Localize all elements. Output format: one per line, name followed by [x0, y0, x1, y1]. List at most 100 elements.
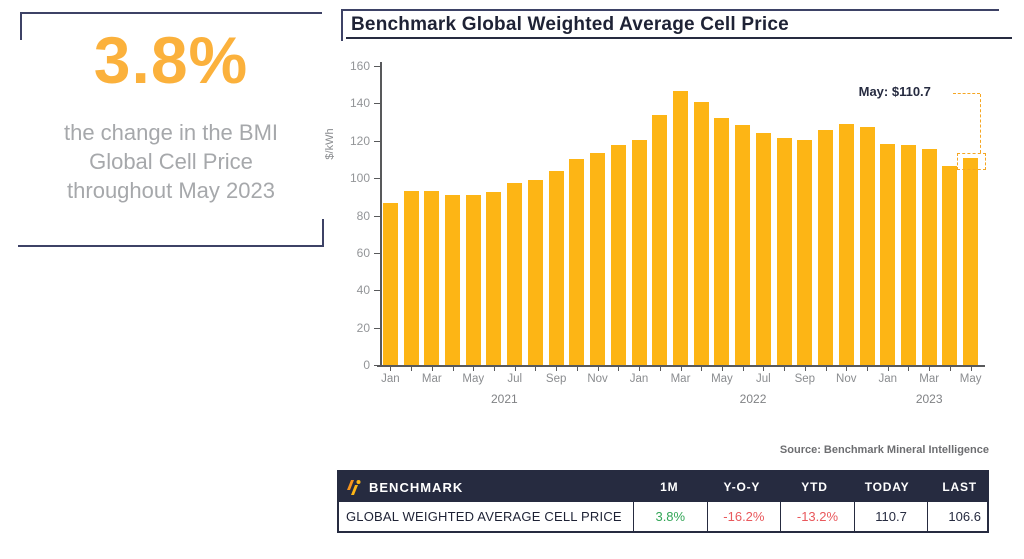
- x-tick-mark: [390, 367, 392, 371]
- bar: [963, 158, 979, 365]
- stat-description: the change in the BMI Global Cell Price …: [63, 120, 279, 204]
- y-tick-mark: [374, 290, 380, 292]
- bar: [445, 194, 461, 365]
- x-tick-mark: [846, 367, 848, 371]
- bar: [714, 118, 730, 365]
- x-tick-label: Mar: [919, 373, 940, 385]
- x-tick-mark: [411, 367, 413, 371]
- row-value: 106.6: [927, 502, 1001, 531]
- annotation-leader-horizontal: [952, 93, 981, 94]
- y-tick-label: 20: [356, 320, 370, 335]
- y-tick-label: 80: [356, 208, 370, 223]
- x-tick-mark: [908, 367, 910, 371]
- bar: [797, 139, 813, 365]
- x-tick-mark: [742, 367, 744, 371]
- bar: [631, 140, 647, 365]
- bar: [755, 133, 771, 365]
- y-axis: [380, 62, 382, 365]
- x-tick-mark: [825, 367, 827, 371]
- stat-value: 3.8%: [93, 23, 249, 97]
- row-label: GLOBAL WEIGHTED AVERAGE CELL PRICE: [346, 509, 622, 524]
- x-tick-mark: [763, 367, 765, 371]
- x-tick-mark: [887, 367, 889, 371]
- x-tick-label: Sep: [794, 373, 816, 385]
- summary-table: BENCHMARK 1M Y-O-Y YTD TODAY LAST GLOBAL WEI…: [337, 470, 989, 533]
- x-tick-label: Sep: [545, 373, 567, 385]
- x-tick-label: Jan: [878, 373, 897, 385]
- x-tick-label: Jan: [629, 373, 649, 385]
- y-tick-label: 60: [356, 245, 370, 260]
- chart-title-underline: [346, 37, 1012, 39]
- x-tick-mark: [701, 367, 703, 371]
- bar: [673, 90, 688, 365]
- bar: [859, 126, 875, 365]
- bar: [610, 145, 626, 365]
- bar: [838, 124, 854, 365]
- x-tick-mark: [493, 367, 495, 371]
- row-value: -13.2%: [780, 502, 854, 531]
- x-tick-mark: [804, 367, 806, 371]
- x-tick-label: Mar: [670, 373, 691, 385]
- y-tick-mark: [374, 140, 380, 142]
- x-tick-label: Mar: [421, 373, 442, 385]
- bar: [900, 145, 916, 365]
- x-tick-mark: [431, 367, 433, 371]
- benchmark-logo-icon: [347, 479, 361, 495]
- table-data-row: GLOBAL WEIGHTED AVERAGE CELL PRICE 3.8% -…: [339, 502, 987, 531]
- x-tick-mark: [721, 367, 723, 371]
- x-tick-label: Jul: [756, 373, 771, 385]
- x-tick-label: Jan: [381, 373, 400, 385]
- benchmark-logo: BENCHMARK: [339, 479, 633, 496]
- x-axis: [377, 365, 985, 367]
- bar: [652, 114, 668, 365]
- column-header: 1M: [660, 480, 679, 494]
- column-header: Y-O-Y: [723, 480, 761, 494]
- y-tick-label: 140: [349, 96, 370, 111]
- bar: [569, 158, 585, 365]
- x-tick-mark: [452, 367, 454, 371]
- x-tick-mark: [659, 367, 661, 371]
- row-value: 3.8%: [633, 502, 707, 531]
- chart-title: Benchmark Global Weighted Average Cell P…: [351, 14, 789, 35]
- y-tick-label: 40: [356, 283, 370, 298]
- annotation-leader-vertical: [980, 94, 982, 154]
- y-tick-mark: [374, 365, 380, 366]
- year-label: 2021: [490, 392, 518, 406]
- bar: [424, 190, 440, 365]
- column-header: LAST: [942, 480, 977, 494]
- x-tick-mark: [867, 367, 869, 371]
- bar: [942, 165, 958, 365]
- stat-panel-corner-bottom-right: [18, 219, 324, 247]
- annotation-text: May: $110.7: [858, 84, 931, 99]
- y-tick-mark: [374, 252, 380, 254]
- bar: [403, 190, 419, 365]
- x-tick-mark: [576, 367, 578, 371]
- x-tick-mark: [949, 367, 951, 371]
- x-tick-mark: [535, 367, 537, 371]
- y-tick-mark: [374, 103, 380, 105]
- table-header-row: BENCHMARK 1M Y-O-Y YTD TODAY LAST: [339, 472, 987, 502]
- y-axis-label: $/kWh: [324, 128, 336, 160]
- bar: [776, 137, 792, 365]
- bar: [507, 183, 523, 365]
- source-note: Source: Benchmark Mineral Intelligence: [779, 444, 989, 456]
- row-value: 110.7: [853, 502, 928, 531]
- x-tick-label: Nov: [587, 373, 608, 385]
- bar: [735, 124, 751, 365]
- y-tick-mark: [374, 215, 380, 217]
- y-tick-mark: [374, 178, 380, 180]
- x-tick-mark: [556, 367, 558, 371]
- x-tick-label: Nov: [836, 373, 857, 385]
- y-tick-mark: [374, 66, 380, 67]
- x-tick-mark: [784, 367, 786, 371]
- x-tick-label: Jul: [507, 373, 523, 385]
- x-tick-mark: [514, 367, 516, 371]
- bar: [486, 191, 502, 365]
- annotation-target-box: [957, 153, 987, 171]
- bar: [465, 194, 481, 365]
- row-value: -16.2%: [706, 502, 781, 531]
- column-header: TODAY: [864, 480, 910, 494]
- bar: [590, 152, 606, 365]
- bar: [527, 179, 543, 365]
- bar: [818, 130, 834, 365]
